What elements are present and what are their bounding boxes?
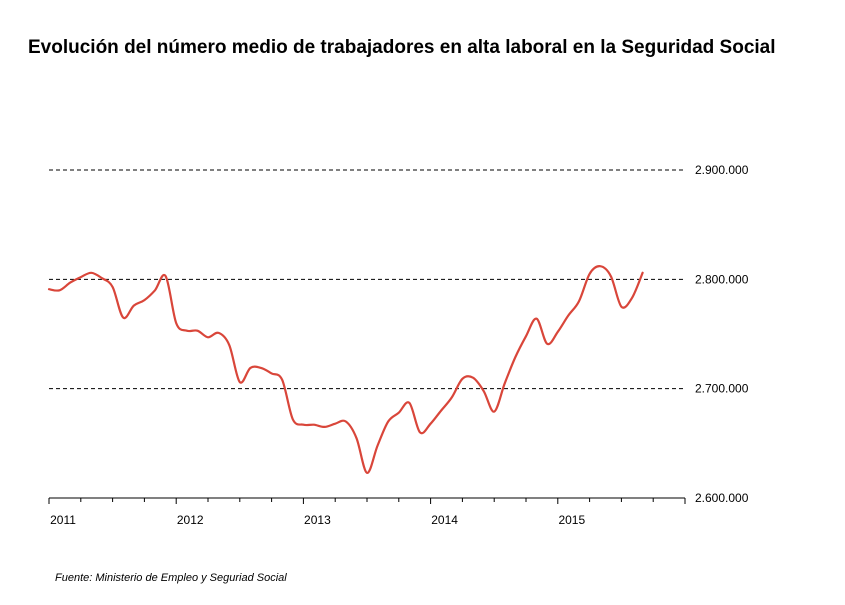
chart-title: Evolución del número medio de trabajador… (28, 37, 776, 58)
gridlines (49, 169, 685, 390)
data-point (514, 356, 517, 358)
data-point (154, 289, 156, 291)
data-point (69, 282, 71, 284)
series-line-0 (47, 265, 644, 475)
data-point (408, 402, 410, 404)
x-tick-label-2013: 2013 (304, 513, 331, 527)
data-point (143, 299, 145, 301)
data-point (451, 396, 453, 399)
data-point (239, 381, 241, 383)
data-point (567, 314, 569, 317)
data-point (165, 275, 167, 277)
data-point (387, 420, 389, 423)
data-point (324, 426, 326, 428)
data-point (186, 330, 188, 332)
data-point (376, 444, 379, 447)
data-point (90, 272, 92, 274)
data-point (366, 472, 368, 474)
y-tick-labels: 2.600.000 2.700.000 2.800.000 2.900.000 (695, 163, 749, 505)
data-point (599, 265, 601, 267)
data-point (610, 275, 612, 277)
x-tick-labels: 2011 2012 2013 2014 2015 (50, 513, 585, 527)
data-point (58, 289, 61, 291)
data-point (292, 418, 294, 420)
data-point (48, 288, 50, 290)
data-point (80, 276, 82, 278)
data-point (302, 424, 304, 426)
data-point (122, 317, 124, 319)
data-point (207, 336, 209, 338)
data-point (271, 372, 273, 374)
data-point (631, 297, 633, 299)
data-point (334, 423, 336, 425)
data-point (578, 300, 580, 302)
data-point (419, 431, 421, 433)
data-point (398, 412, 400, 414)
data-point (430, 423, 432, 425)
data-point (217, 332, 220, 334)
data-point (535, 318, 538, 320)
data-point (313, 424, 315, 426)
y-tick-label-2800000: 2.800.000 (695, 272, 749, 286)
data-point (112, 286, 114, 288)
data-point (642, 272, 644, 274)
x-tick-label-2014: 2014 (431, 513, 458, 527)
data-point (281, 379, 283, 381)
data-point (101, 277, 103, 279)
data-point (228, 344, 230, 346)
data-point (175, 322, 177, 324)
data-point (525, 335, 527, 337)
data-point (461, 378, 463, 380)
series-group (47, 265, 644, 475)
data-point (345, 420, 347, 423)
source-note: Fuente: Ministerio de Empleo y Seguriad … (55, 572, 287, 584)
data-point (493, 411, 495, 413)
data-point (483, 390, 485, 392)
data-point (260, 367, 262, 369)
y-tick-label-2700000: 2.700.000 (695, 382, 749, 396)
y-tick-label-2900000: 2.900.000 (695, 163, 749, 177)
data-point (133, 304, 135, 307)
data-point (557, 331, 559, 333)
data-point (546, 343, 548, 345)
y-tick-label-2600000: 2.600.000 (695, 491, 749, 505)
data-point (472, 377, 474, 379)
data-point (620, 306, 623, 308)
data-point (355, 437, 358, 439)
x-axis (48, 497, 686, 504)
data-point (196, 330, 199, 332)
data-point (589, 273, 591, 275)
x-tick-label-2011: 2011 (50, 513, 76, 527)
data-point (440, 409, 442, 412)
data-point (249, 367, 251, 369)
x-tick-label-2012: 2012 (177, 513, 204, 527)
data-point (504, 382, 506, 384)
x-tick-label-2015: 2015 (558, 513, 585, 527)
